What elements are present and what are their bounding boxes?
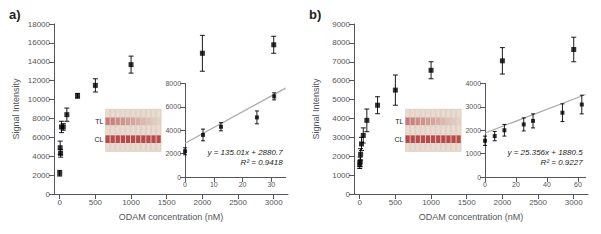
svg-text:20: 20 xyxy=(239,181,247,188)
svg-text:1000: 1000 xyxy=(465,150,481,157)
svg-text:0: 0 xyxy=(57,198,62,207)
svg-text:2000: 2000 xyxy=(465,127,481,134)
svg-text:3000: 3000 xyxy=(265,198,283,207)
svg-text:1500: 1500 xyxy=(158,198,176,207)
svg-text:2500: 2500 xyxy=(229,198,247,207)
svg-text:8000: 8000 xyxy=(165,80,181,87)
svg-text:500: 500 xyxy=(389,198,403,207)
svg-text:6000: 6000 xyxy=(165,103,181,110)
svg-text:ODAM concentration (nM): ODAM concentration (nM) xyxy=(119,212,224,222)
svg-text:7000: 7000 xyxy=(332,57,350,66)
svg-text:18000: 18000 xyxy=(28,20,51,29)
svg-text:0: 0 xyxy=(483,181,487,188)
svg-text:Signal Intensity: Signal Intensity xyxy=(11,78,21,140)
svg-text:0: 0 xyxy=(183,181,187,188)
svg-text:30: 30 xyxy=(267,181,275,188)
svg-text:4000: 4000 xyxy=(165,127,181,134)
svg-text:4000: 4000 xyxy=(32,152,50,161)
svg-text:500: 500 xyxy=(89,198,103,207)
svg-text:4000: 4000 xyxy=(332,114,350,123)
svg-text:2000: 2000 xyxy=(193,198,211,207)
svg-text:CL: CL xyxy=(95,136,104,143)
svg-text:R² = 0.9227: R² = 0.9227 xyxy=(541,158,584,167)
svg-text:TL: TL xyxy=(395,118,403,125)
svg-text:3000: 3000 xyxy=(332,133,350,142)
svg-text:1000: 1000 xyxy=(422,198,440,207)
svg-text:4000: 4000 xyxy=(465,80,481,87)
svg-text:y = 135.01x + 2880.7: y = 135.01x + 2880.7 xyxy=(206,148,283,157)
svg-text:Signal Intensity: Signal Intensity xyxy=(311,78,321,140)
svg-text:2000: 2000 xyxy=(493,198,511,207)
svg-text:0: 0 xyxy=(346,190,351,199)
svg-text:b): b) xyxy=(309,7,321,22)
svg-text:12000: 12000 xyxy=(28,76,51,85)
svg-text:R² = 0.9418: R² = 0.9418 xyxy=(241,158,284,167)
svg-text:3000: 3000 xyxy=(565,198,583,207)
svg-text:1000: 1000 xyxy=(122,198,140,207)
svg-text:10000: 10000 xyxy=(28,95,51,104)
svg-text:a): a) xyxy=(9,7,21,22)
svg-text:0: 0 xyxy=(46,190,51,199)
svg-text:2500: 2500 xyxy=(529,198,547,207)
svg-text:2000: 2000 xyxy=(165,150,181,157)
svg-text:6000: 6000 xyxy=(32,133,50,142)
svg-text:8000: 8000 xyxy=(32,114,50,123)
svg-text:TL: TL xyxy=(95,118,103,125)
svg-text:5000: 5000 xyxy=(332,95,350,104)
svg-text:16000: 16000 xyxy=(28,38,51,47)
svg-text:6000: 6000 xyxy=(332,76,350,85)
svg-text:0: 0 xyxy=(477,174,481,181)
svg-text:1000: 1000 xyxy=(332,171,350,180)
svg-text:ODAM concentration (nM): ODAM concentration (nM) xyxy=(419,212,524,222)
svg-text:CL: CL xyxy=(395,136,404,143)
svg-text:40: 40 xyxy=(543,181,551,188)
svg-text:2000: 2000 xyxy=(332,152,350,161)
svg-text:0: 0 xyxy=(177,174,181,181)
svg-text:14000: 14000 xyxy=(28,57,51,66)
svg-text:10: 10 xyxy=(210,181,218,188)
svg-text:8000: 8000 xyxy=(332,38,350,47)
svg-text:0: 0 xyxy=(357,198,362,207)
svg-text:1500: 1500 xyxy=(458,198,476,207)
svg-text:3000: 3000 xyxy=(465,103,481,110)
svg-text:60: 60 xyxy=(574,181,582,188)
svg-text:2000: 2000 xyxy=(32,171,50,180)
svg-text:9000: 9000 xyxy=(332,20,350,29)
svg-text:y = 25.356x + 1880.5: y = 25.356x + 1880.5 xyxy=(506,148,583,157)
svg-text:20: 20 xyxy=(512,181,520,188)
